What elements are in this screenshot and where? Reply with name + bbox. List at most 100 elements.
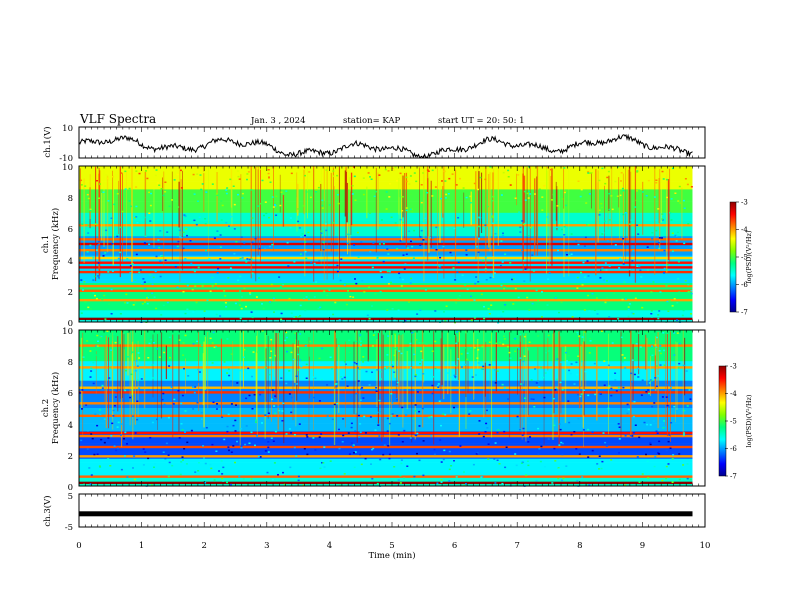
- spectrogram-streak: [582, 346, 584, 417]
- spectrogram-speckle: [450, 465, 453, 467]
- spectrogram-speckle: [397, 478, 400, 480]
- spectrogram-speckle: [386, 417, 389, 420]
- spectrogram-speckle: [605, 445, 608, 447]
- spectrogram-speckle: [156, 418, 158, 421]
- spectrogram-speckle: [617, 166, 620, 168]
- spectrogram-speckle: [219, 234, 222, 236]
- spectrogram-speckle: [156, 182, 159, 184]
- spectrogram-speckle: [673, 298, 676, 300]
- spectrogram-speckle: [604, 262, 607, 264]
- spectrogram-speckle: [166, 301, 169, 304]
- spectrogram-speckle: [293, 316, 296, 318]
- spectrogram-streak: [277, 331, 279, 430]
- spectrogram-speckle: [255, 296, 258, 298]
- spectrogram-speckle: [547, 278, 550, 280]
- spectrogram-speckle: [280, 318, 283, 321]
- spectrogram-speckle: [601, 267, 604, 269]
- spectrogram-speckle: [630, 219, 633, 221]
- spectrogram-speckle: [359, 453, 362, 456]
- spectrogram-streak: [430, 180, 432, 248]
- spectrogram-speckle: [402, 254, 405, 256]
- spectrogram-speckle: [97, 276, 100, 279]
- spectrogram-speckle: [440, 461, 443, 463]
- spectrogram-speckle: [687, 223, 690, 225]
- ch3-waveform-line: [79, 511, 693, 517]
- spectrogram-speckle: [274, 205, 277, 207]
- spectrogram-speckle: [398, 272, 401, 275]
- spectrogram-speckle: [220, 460, 223, 462]
- spectrogram-speckle: [248, 258, 251, 261]
- spectrogram-speckle: [146, 302, 149, 305]
- spectrogram-speckle: [141, 283, 144, 285]
- spectrogram-streak: [143, 330, 146, 409]
- spectrogram-speckle: [128, 200, 131, 202]
- spectrogram-speckle: [274, 204, 276, 206]
- spectrogram-speckle: [439, 439, 442, 441]
- spectrogram-speckle: [416, 313, 419, 315]
- spectrogram-speckle: [140, 378, 143, 380]
- spectrogram-streak: [126, 171, 128, 256]
- spectrogram-speckle: [659, 364, 662, 366]
- spectrogram-speckle: [468, 413, 471, 415]
- spectrogram-speckle: [305, 191, 308, 193]
- spectrogram-speckle: [304, 345, 307, 347]
- spectrogram-speckle: [396, 180, 398, 182]
- spectrogram-speckle: [176, 286, 179, 289]
- spectrogram-speckle: [405, 180, 408, 183]
- spectrogram-speckle: [477, 281, 480, 283]
- spectrogram-speckle: [297, 220, 300, 223]
- spectrogram-speckle: [475, 453, 478, 455]
- spectrogram-speckle: [506, 346, 509, 348]
- spectrogram-speckle: [352, 445, 354, 447]
- spectrogram-speckle: [494, 233, 497, 235]
- spectrogram-streak: [426, 166, 429, 261]
- spectrogram-speckle: [264, 247, 267, 250]
- spectrogram-speckle: [561, 464, 564, 467]
- spectrogram-speckle: [115, 390, 118, 392]
- spectrogram-speckle: [537, 453, 540, 456]
- spectrogram-speckle: [360, 463, 363, 466]
- spectrogram-speckle: [610, 195, 613, 197]
- spectrogram-speckle: [331, 418, 334, 421]
- spectrogram-speckle: [670, 198, 673, 200]
- spectrogram-speckle: [514, 350, 517, 353]
- spectrogram-speckle: [421, 359, 424, 361]
- spectrogram-speckle: [661, 396, 664, 398]
- spectrogram-speckle: [520, 383, 523, 385]
- spectrogram-speckle: [576, 276, 579, 279]
- x-tick-label: 8: [577, 541, 582, 551]
- spectrogram-speckle: [290, 312, 293, 314]
- spectrogram-speckle: [390, 281, 392, 284]
- spectrogram-speckle: [286, 241, 289, 244]
- spectrogram-speckle: [503, 286, 506, 288]
- spectrogram-speckle: [634, 424, 637, 426]
- spectrogram-speckle: [273, 311, 275, 313]
- spectrogram-speckle: [576, 331, 579, 334]
- spectrogram-speckle: [211, 443, 214, 446]
- spectrogram-speckle: [376, 257, 379, 259]
- spectrogram-speckle: [391, 364, 393, 366]
- spectrogram-speckle: [575, 448, 578, 450]
- spectrogram-speckle: [621, 355, 624, 358]
- spectrogram-speckle: [241, 257, 244, 259]
- spectrogram-speckle: [312, 437, 315, 439]
- spectrogram-speckle: [583, 389, 586, 391]
- spectrogram-speckle: [409, 175, 412, 177]
- spectrogram-speckle: [485, 279, 488, 281]
- spectrogram-streak: [654, 167, 656, 275]
- spectrogram-speckle: [353, 361, 356, 364]
- spectrogram-speckle: [233, 203, 236, 206]
- spectrogram-streak: [465, 330, 467, 429]
- spectrogram-speckle: [575, 361, 578, 364]
- spectrogram-speckle: [486, 260, 489, 262]
- ch1-waveform-panel: 10 -10 ch.1(V): [42, 124, 706, 164]
- spectrogram-speckle: [573, 383, 576, 385]
- spectrogram-speckle: [605, 280, 608, 282]
- spectrogram-speckle: [484, 268, 487, 270]
- spectrogram-speckle: [522, 427, 525, 430]
- spectrogram-speckle: [440, 424, 442, 427]
- spectrogram-speckle: [649, 442, 652, 444]
- spectrogram-streak: [283, 330, 285, 444]
- spectrogram-speckle: [651, 232, 654, 234]
- spectrogram-streak: [153, 181, 155, 248]
